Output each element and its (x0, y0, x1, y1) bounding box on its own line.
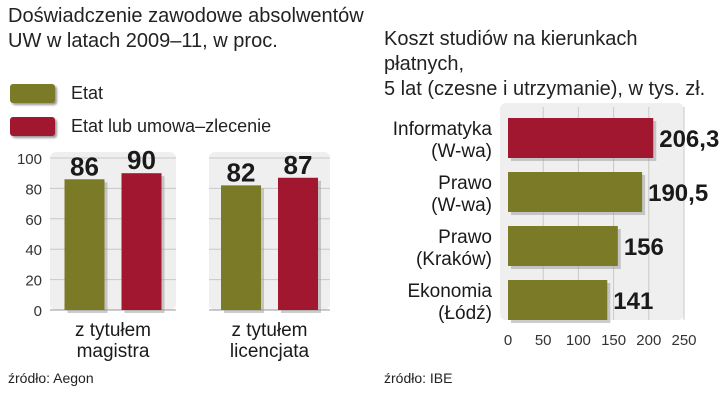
bar-value-label-3: 141 (613, 288, 653, 315)
category-label-1-1: licencjata (230, 341, 310, 362)
y-tick-label-1: 20 (25, 273, 42, 290)
x-tick-label-3: 150 (601, 332, 626, 349)
right-chart-title: Koszt studiów na kierunkach płatnych, 5 … (384, 27, 720, 102)
right-source: źródło: IBE (384, 370, 453, 386)
bar-0 (508, 118, 654, 158)
bar-etat-umowa-group-0 (121, 173, 162, 310)
bar-value-label: 86 (70, 151, 99, 181)
x-tick-label-0: 0 (504, 332, 512, 349)
bar-etat-group-1 (221, 185, 261, 310)
left-title-line2: UW w latach 2009–11, w proc. (8, 30, 278, 52)
y-tick-label-2: 40 (25, 242, 42, 259)
bar-etat-umowa-group-1 (278, 177, 318, 310)
category-label-2-0: Prawo (438, 227, 492, 248)
y-tick-label-4: 80 (25, 181, 42, 198)
x-tick-label-4: 200 (636, 332, 661, 349)
bar-value-label: 82 (227, 157, 256, 187)
legend-swatch-etat-umowa (10, 117, 55, 136)
left-title-line1: Doświadczenie zawodowe absolwentów (8, 5, 364, 27)
legend-label-etat: Etat (71, 83, 104, 103)
bar-etat-group-0 (64, 179, 105, 310)
left-chart-title: Doświadczenie zawodowe absolwentów UW w … (8, 4, 368, 54)
y-tick-label-0: 0 (34, 303, 42, 320)
bar-2 (508, 226, 618, 266)
category-label-0-1: (W-wa) (431, 141, 492, 162)
y-tick-label-3: 60 (25, 212, 42, 229)
right-bar-chart: 0 50 100 150 200 250206,3Informatyka(W-wa)190… (393, 103, 719, 349)
bar-1 (508, 172, 643, 212)
x-tick-label-2: 100 (566, 332, 591, 349)
bar-value-label-0: 206,3 (659, 126, 719, 153)
left-source: źródło: Aegon (8, 370, 94, 386)
y-tick-label-5: 100 (17, 151, 42, 168)
bar-value-label: 90 (127, 145, 156, 175)
category-label-1-0: z tytułem (231, 320, 307, 341)
legend-label-etat-umowa: Etat lub umowa–zlecenie (71, 116, 272, 136)
right-title-line2: 5 lat (czesne i utrzymanie), w tys. zł. (384, 78, 706, 100)
bar-value-label-1: 190,5 (648, 180, 708, 207)
category-label-1-1: (W-wa) (431, 195, 492, 216)
category-label-0-0: Informatyka (393, 119, 493, 140)
category-label-0-0: z tytułem (75, 320, 151, 341)
category-label-2-1: (Kraków) (416, 249, 492, 270)
category-label-3-1: (Łódź) (438, 303, 492, 324)
bar-value-label: 87 (284, 150, 313, 180)
x-tick-label-5: 250 (671, 332, 696, 349)
bar-value-label-2: 156 (624, 234, 664, 261)
category-label-3-0: Ekonomia (408, 281, 493, 302)
right-title-line1: Koszt studiów na kierunkach płatnych, (384, 28, 638, 75)
x-tick-label-1: 50 (535, 332, 552, 349)
category-label-0-1: magistra (77, 341, 150, 362)
legend-swatch-etat (10, 84, 55, 103)
category-label-1-0: Prawo (438, 173, 492, 194)
bar-3 (508, 280, 608, 320)
